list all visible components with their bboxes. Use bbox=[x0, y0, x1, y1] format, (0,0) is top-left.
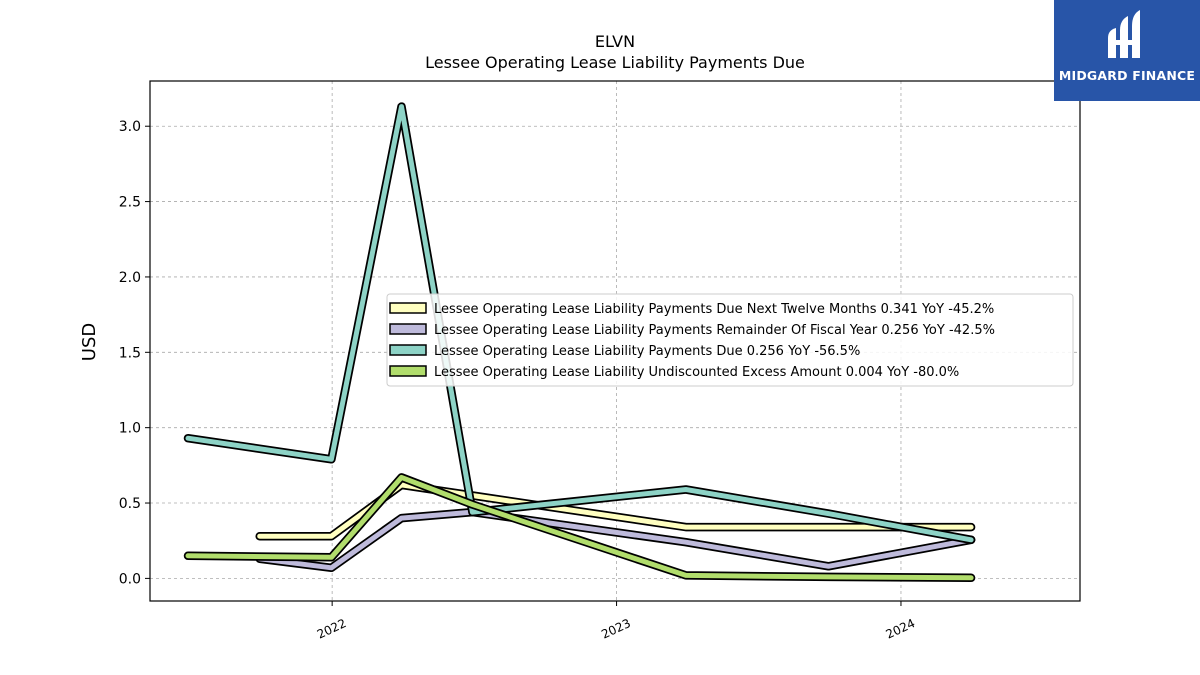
series-stroke bbox=[185, 104, 974, 543]
y-axis-label: USD bbox=[79, 323, 100, 361]
legend-swatch bbox=[389, 344, 427, 356]
legend-item: Lessee Operating Lease Liability Payment… bbox=[389, 323, 995, 338]
chart-title: ELVN bbox=[595, 32, 635, 51]
legend-box bbox=[386, 293, 1074, 387]
y-tick-label: 3.0 bbox=[119, 119, 141, 135]
x-tick-label: 2024 bbox=[884, 616, 918, 642]
legend: Lessee Operating Lease Liability Payment… bbox=[386, 293, 1074, 387]
legend-label: Lessee Operating Lease Liability Payment… bbox=[434, 302, 994, 317]
x-tick-label: 2023 bbox=[599, 616, 633, 642]
series-line-4 bbox=[183, 473, 976, 583]
plot-frame bbox=[149, 80, 1081, 602]
x-tick-label: 2022 bbox=[315, 616, 349, 642]
y-axis: 0.0 0.5 1.0 1.5 2.0 2.5 3.0 bbox=[119, 119, 150, 587]
series-lines bbox=[183, 102, 976, 583]
legend-label: Lessee Operating Lease Liability Payment… bbox=[434, 344, 860, 359]
legend-item: Lessee Operating Lease Liability Undisco… bbox=[389, 365, 959, 380]
x-axis: 2022 2023 2024 bbox=[315, 601, 917, 642]
legend-item: Lessee Operating Lease Liability Payment… bbox=[389, 302, 994, 317]
legend-swatch bbox=[389, 323, 427, 335]
logo-text: MIDGARD FINANCE bbox=[1058, 68, 1196, 83]
series-stroke bbox=[185, 474, 974, 581]
chart-subtitle: Lessee Operating Lease Liability Payment… bbox=[425, 53, 805, 72]
series-line-3 bbox=[183, 102, 976, 545]
y-tick-label: 2.0 bbox=[119, 270, 141, 286]
y-tick-label: 0.0 bbox=[119, 571, 141, 587]
legend-item: Lessee Operating Lease Liability Payment… bbox=[389, 344, 860, 359]
y-tick-label: 1.5 bbox=[119, 345, 141, 361]
y-tick-label: 2.5 bbox=[119, 195, 141, 211]
logo-mark-icon bbox=[1108, 10, 1140, 58]
y-tick-label: 0.5 bbox=[119, 496, 141, 512]
brand-logo: MIDGARD FINANCE bbox=[1054, 0, 1200, 101]
legend-swatch bbox=[389, 302, 427, 314]
legend-label: Lessee Operating Lease Liability Payment… bbox=[434, 323, 995, 338]
legend-swatch bbox=[389, 365, 427, 377]
y-tick-label: 1.0 bbox=[119, 421, 141, 437]
legend-label: Lessee Operating Lease Liability Undisco… bbox=[434, 365, 959, 380]
